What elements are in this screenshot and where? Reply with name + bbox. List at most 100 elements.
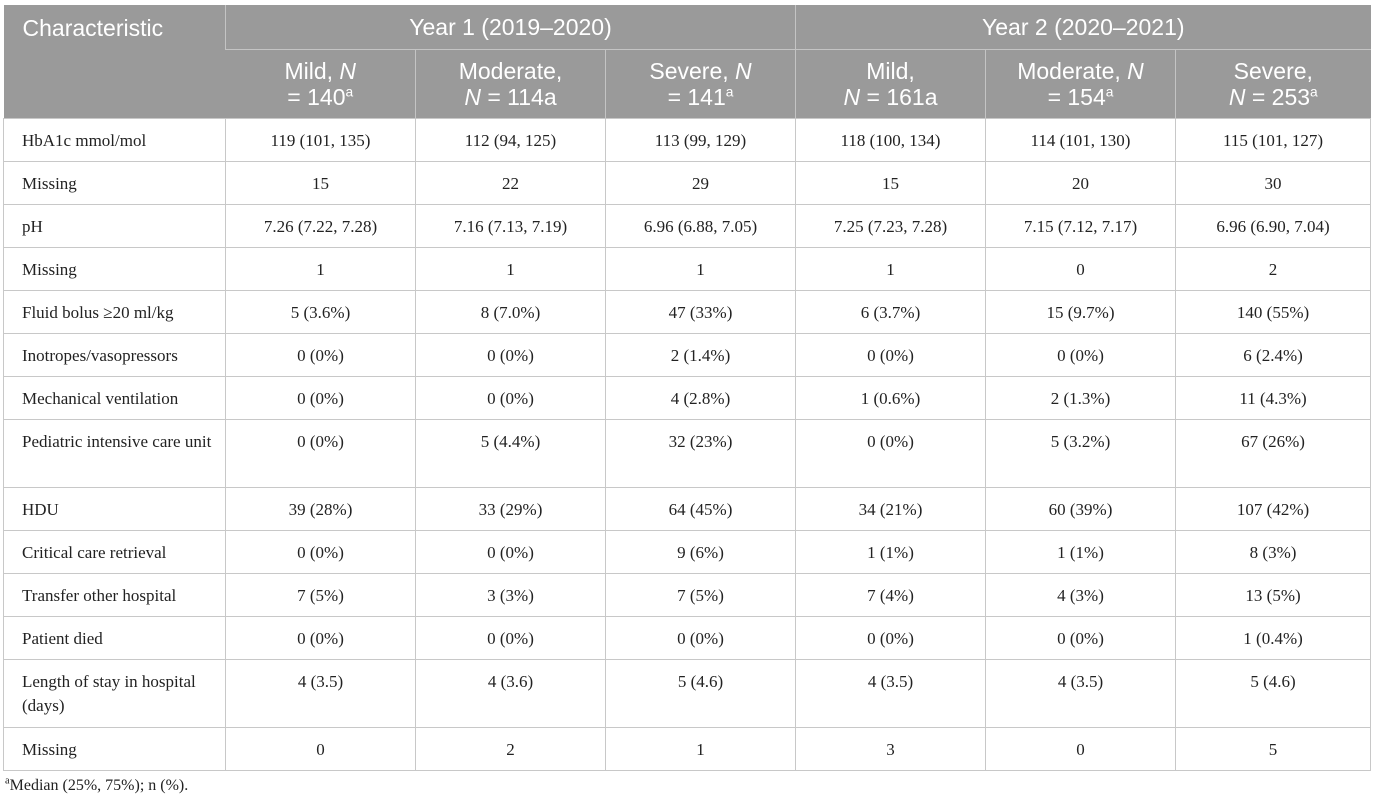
table-cell: 11 (4.3%)	[1175, 376, 1372, 420]
table-cell: 0 (0%)	[225, 333, 416, 377]
year2-header: Year 2 (2020–2021)	[795, 5, 1371, 50]
table-cell: 3 (3%)	[415, 573, 606, 617]
table-cell: 0 (0%)	[415, 616, 606, 660]
table-row: Mechanical ventilation 0 (0%) 0 (0%) 4 (2.8…	[3, 376, 1372, 420]
table-cell: 33 (29%)	[415, 487, 606, 531]
table-cell: 5 (3.2%)	[985, 419, 1177, 488]
table-row: HbA1c mmol/mol 119 (101, 135) 112 (94, 125…	[3, 118, 1372, 162]
row-label: Patient died	[3, 616, 226, 660]
table-cell: 0 (0%)	[795, 333, 987, 377]
table-cell: 4 (3%)	[985, 573, 1177, 617]
year1-header: Year 1 (2019–2020)	[224, 5, 796, 50]
table-row: Missing 15 22 29 15 20 30	[3, 161, 1372, 205]
table-cell: 6 (2.4%)	[1175, 333, 1372, 377]
column-header-line1: Moderate,	[458, 58, 563, 84]
table-cell: 0	[985, 247, 1177, 291]
table-cell: 1	[225, 247, 416, 291]
table-cell: 0 (0%)	[415, 530, 606, 574]
table-cell: 2	[1175, 247, 1372, 291]
table-cell: 29	[604, 161, 797, 205]
table-cell: 6.96 (6.90, 7.04)	[1175, 204, 1372, 248]
table-cell: 0 (0%)	[795, 616, 987, 660]
column-header-line1: Mild,	[284, 58, 340, 84]
table-cell: 119 (101, 135)	[225, 118, 416, 162]
characteristic-header: Characteristic	[3, 5, 226, 119]
table-cell: 0 (0%)	[225, 376, 416, 420]
table-cell: 107 (42%)	[1175, 487, 1372, 531]
row-label: Missing	[3, 161, 226, 205]
row-label: Pediatric intensive care unit	[3, 419, 226, 488]
table-cell: 5 (3.6%)	[225, 290, 416, 334]
footnote-text: Median (25%, 75%); n (%).	[9, 777, 189, 794]
column-header: Mild, N = 161a	[795, 49, 986, 119]
table-cell: 112 (94, 125)	[415, 118, 606, 162]
column-header-footnote-marker: a	[1105, 84, 1114, 100]
table-cell: 30	[1175, 161, 1372, 205]
row-label: Mechanical ventilation	[3, 376, 226, 420]
table-cell: 7 (5%)	[604, 573, 797, 617]
table-cell: 0 (0%)	[985, 616, 1177, 660]
column-header-line1: Severe,	[649, 58, 736, 84]
table-cell: 115 (101, 127)	[1175, 118, 1372, 162]
column-header-line2: = 253	[1245, 84, 1311, 110]
table-cell: 6 (3.7%)	[795, 290, 987, 334]
column-header: Mild, N = 140a	[225, 49, 416, 119]
table-cell: 0 (0%)	[225, 616, 416, 660]
table-cell: 1	[604, 247, 797, 291]
table-cell: 0 (0%)	[985, 333, 1177, 377]
table-cell: 2	[415, 727, 606, 771]
table-cell: 7.15 (7.12, 7.17)	[985, 204, 1177, 248]
table-cell: 7.25 (7.23, 7.28)	[795, 204, 987, 248]
column-header-line2: = 161a	[860, 84, 938, 110]
table-cell: 5	[1175, 727, 1372, 771]
column-header-line1: Moderate,	[1017, 58, 1128, 84]
table-cell: 47 (33%)	[604, 290, 797, 334]
table-row: Patient died 0 (0%) 0 (0%) 0 (0%) 0 (0%) 0 (0…	[3, 616, 1372, 660]
table-row: HDU 39 (28%) 33 (29%) 64 (45%) 34 (21%) 60 (3…	[3, 487, 1372, 531]
table-body: HbA1c mmol/mol 119 (101, 135) 112 (94, 125…	[3, 118, 1372, 771]
table-cell: 7.26 (7.22, 7.28)	[225, 204, 416, 248]
row-label: Fluid bolus ≥20 ml/kg	[3, 290, 226, 334]
column-header-line2: = 154	[1047, 84, 1106, 110]
table-cell: 8 (3%)	[1175, 530, 1372, 574]
column-header-footnote-marker: a	[725, 84, 734, 100]
column-header-line2: = 140	[287, 84, 346, 110]
row-label: Critical care retrieval	[3, 530, 226, 574]
row-label: Length of stay in hospital (days)	[3, 659, 226, 728]
table-cell: 0 (0%)	[415, 376, 606, 420]
column-header-line1: Mild,	[866, 58, 915, 84]
footnote: aMedian (25%, 75%); n (%).	[5, 775, 189, 795]
table-cell: 113 (99, 129)	[604, 118, 797, 162]
column-header: Severe, N = 141a	[604, 49, 796, 119]
column-header: Moderate, N = 154a	[985, 49, 1176, 119]
table-cell: 15 (9.7%)	[985, 290, 1177, 334]
table-cell: 7.16 (7.13, 7.19)	[415, 204, 606, 248]
table-cell: 5 (4.4%)	[415, 419, 606, 488]
footnote-marker: a	[5, 775, 10, 787]
table-cell: 0 (0%)	[225, 530, 416, 574]
row-label: HbA1c mmol/mol	[3, 118, 226, 162]
table-cell: 20	[985, 161, 1177, 205]
column-header-n: N	[464, 84, 481, 110]
table-cell: 5 (4.6)	[1175, 659, 1372, 728]
table-cell: 8 (7.0%)	[415, 290, 606, 334]
table-cell: 34 (21%)	[795, 487, 987, 531]
table-cell: 2 (1.4%)	[604, 333, 797, 377]
table-cell: 114 (101, 130)	[985, 118, 1177, 162]
row-label: Missing	[3, 727, 226, 771]
table-cell: 64 (45%)	[604, 487, 797, 531]
column-header: Moderate, N = 114a	[415, 49, 606, 119]
table-cell: 4 (3.5)	[985, 659, 1177, 728]
table-row: Length of stay in hospital (days) 4 (3.5)…	[3, 659, 1372, 728]
table-cell: 32 (23%)	[604, 419, 797, 488]
table-cell: 1 (0.4%)	[1175, 616, 1372, 660]
table-cell: 0	[985, 727, 1177, 771]
table-cell: 0 (0%)	[604, 616, 797, 660]
table-cell: 4 (2.8%)	[604, 376, 797, 420]
table-cell: 15	[225, 161, 416, 205]
table-cell: 1	[415, 247, 606, 291]
table-cell: 0 (0%)	[225, 419, 416, 488]
table-cell: 2 (1.3%)	[985, 376, 1177, 420]
column-header-n: N	[1127, 58, 1144, 84]
table-row: pH 7.26 (7.22, 7.28) 7.16 (7.13, 7.19) 6.96…	[3, 204, 1372, 248]
